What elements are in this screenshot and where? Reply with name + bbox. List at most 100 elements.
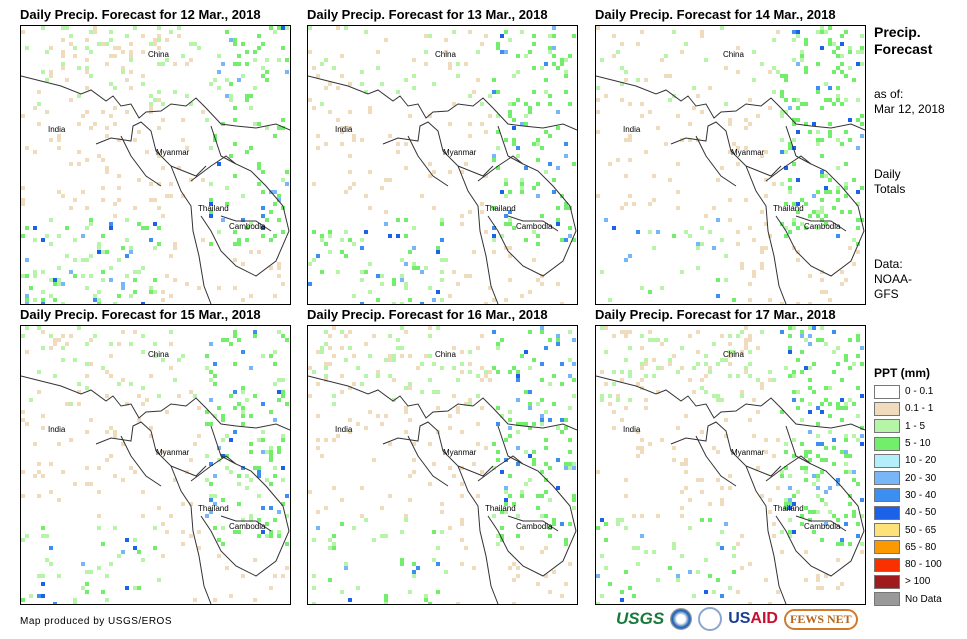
precip-cell bbox=[396, 234, 400, 238]
precip-cell bbox=[428, 326, 432, 330]
precip-cell bbox=[173, 246, 177, 250]
precip-cell bbox=[740, 330, 744, 334]
precip-cell bbox=[608, 162, 612, 166]
precip-cell bbox=[500, 534, 504, 538]
precip-cell bbox=[412, 58, 416, 62]
precip-cell bbox=[684, 42, 688, 46]
precip-cell bbox=[404, 406, 408, 410]
precip-cell bbox=[796, 106, 800, 110]
precip-cell bbox=[109, 426, 113, 430]
precip-cell bbox=[69, 402, 73, 406]
precip-cell bbox=[548, 50, 552, 54]
precip-cell bbox=[85, 206, 89, 210]
country-label-myanmar: Myanmar bbox=[731, 148, 765, 157]
precip-cell bbox=[404, 330, 408, 334]
precip-cell bbox=[229, 438, 233, 442]
precip-cell bbox=[608, 402, 612, 406]
precip-cell bbox=[848, 454, 852, 458]
precip-cell bbox=[277, 398, 281, 402]
precip-cell bbox=[225, 78, 229, 82]
precip-cell bbox=[125, 110, 129, 114]
precip-cell bbox=[840, 538, 844, 542]
precip-cell bbox=[33, 274, 37, 278]
precip-cell bbox=[564, 74, 568, 78]
precip-cell bbox=[249, 94, 253, 98]
precip-cell bbox=[388, 334, 392, 338]
precip-cell bbox=[364, 374, 368, 378]
precip-cell bbox=[744, 326, 748, 330]
precip-cell bbox=[784, 98, 788, 102]
precip-cell bbox=[568, 406, 572, 410]
precip-cell bbox=[432, 170, 436, 174]
precip-cell bbox=[324, 374, 328, 378]
precip-cell bbox=[245, 226, 249, 230]
precip-cell bbox=[157, 38, 161, 42]
precip-cell bbox=[520, 354, 524, 358]
precip-cell bbox=[788, 190, 792, 194]
precip-cell bbox=[716, 218, 720, 222]
precip-cell bbox=[109, 278, 113, 282]
country-label-china: China bbox=[148, 350, 169, 359]
precip-cell bbox=[113, 526, 117, 530]
precip-cell bbox=[440, 530, 444, 534]
precip-cell bbox=[672, 354, 676, 358]
precip-cell bbox=[572, 34, 576, 38]
precip-cell bbox=[688, 234, 692, 238]
precip-cell bbox=[568, 450, 572, 454]
precip-cell bbox=[804, 202, 808, 206]
precip-cell bbox=[428, 602, 432, 604]
precip-cell bbox=[237, 238, 241, 242]
precip-cell bbox=[37, 462, 41, 466]
precip-cell bbox=[277, 530, 281, 534]
precip-cell bbox=[792, 38, 796, 42]
precip-cell bbox=[640, 514, 644, 518]
precip-cell bbox=[388, 134, 392, 138]
precip-cell bbox=[153, 526, 157, 530]
precip-cell bbox=[508, 410, 512, 414]
noaa-logo bbox=[670, 608, 693, 630]
precip-cell bbox=[21, 186, 25, 190]
precip-cell bbox=[836, 54, 840, 58]
precip-cell bbox=[117, 174, 121, 178]
precip-cell bbox=[265, 218, 269, 222]
precip-cell bbox=[257, 122, 261, 126]
precip-cell bbox=[816, 210, 820, 214]
precip-cell bbox=[360, 486, 364, 490]
precip-cell bbox=[340, 54, 344, 58]
precip-cell bbox=[728, 486, 732, 490]
precip-cell bbox=[348, 186, 352, 190]
forecast-map-panel: China India Myanmar Thailand Cambodia bbox=[307, 325, 578, 605]
precip-cell bbox=[376, 374, 380, 378]
precip-cell bbox=[137, 586, 141, 590]
precip-cell bbox=[209, 214, 213, 218]
precip-cell bbox=[836, 86, 840, 90]
precip-cell bbox=[113, 202, 117, 206]
precip-cell bbox=[49, 242, 53, 246]
precip-cell bbox=[213, 382, 217, 386]
country-label-india: India bbox=[48, 425, 66, 434]
precip-cell bbox=[85, 258, 89, 262]
precip-cell bbox=[728, 118, 732, 122]
precip-cell bbox=[316, 254, 320, 258]
as-of-label: as of: bbox=[874, 87, 904, 101]
fews-net-logo: FEWS NET bbox=[783, 608, 858, 630]
precip-cell bbox=[368, 206, 372, 210]
precip-cell bbox=[484, 302, 488, 304]
precip-cell bbox=[680, 346, 684, 350]
precip-cell bbox=[608, 394, 612, 398]
precip-cell bbox=[328, 230, 332, 234]
precip-cell bbox=[105, 394, 109, 398]
precip-cell bbox=[177, 394, 181, 398]
precip-cell bbox=[348, 82, 352, 86]
precip-cell bbox=[41, 582, 45, 586]
precip-cell bbox=[340, 330, 344, 334]
precip-cell bbox=[400, 354, 404, 358]
country-label-china: China bbox=[435, 50, 456, 59]
precip-cell bbox=[460, 350, 464, 354]
precip-cell bbox=[520, 546, 524, 550]
precip-cell bbox=[440, 270, 444, 274]
precip-cell bbox=[137, 394, 141, 398]
precip-cell bbox=[740, 394, 744, 398]
precip-cell bbox=[352, 138, 356, 142]
precip-cell bbox=[117, 198, 121, 202]
